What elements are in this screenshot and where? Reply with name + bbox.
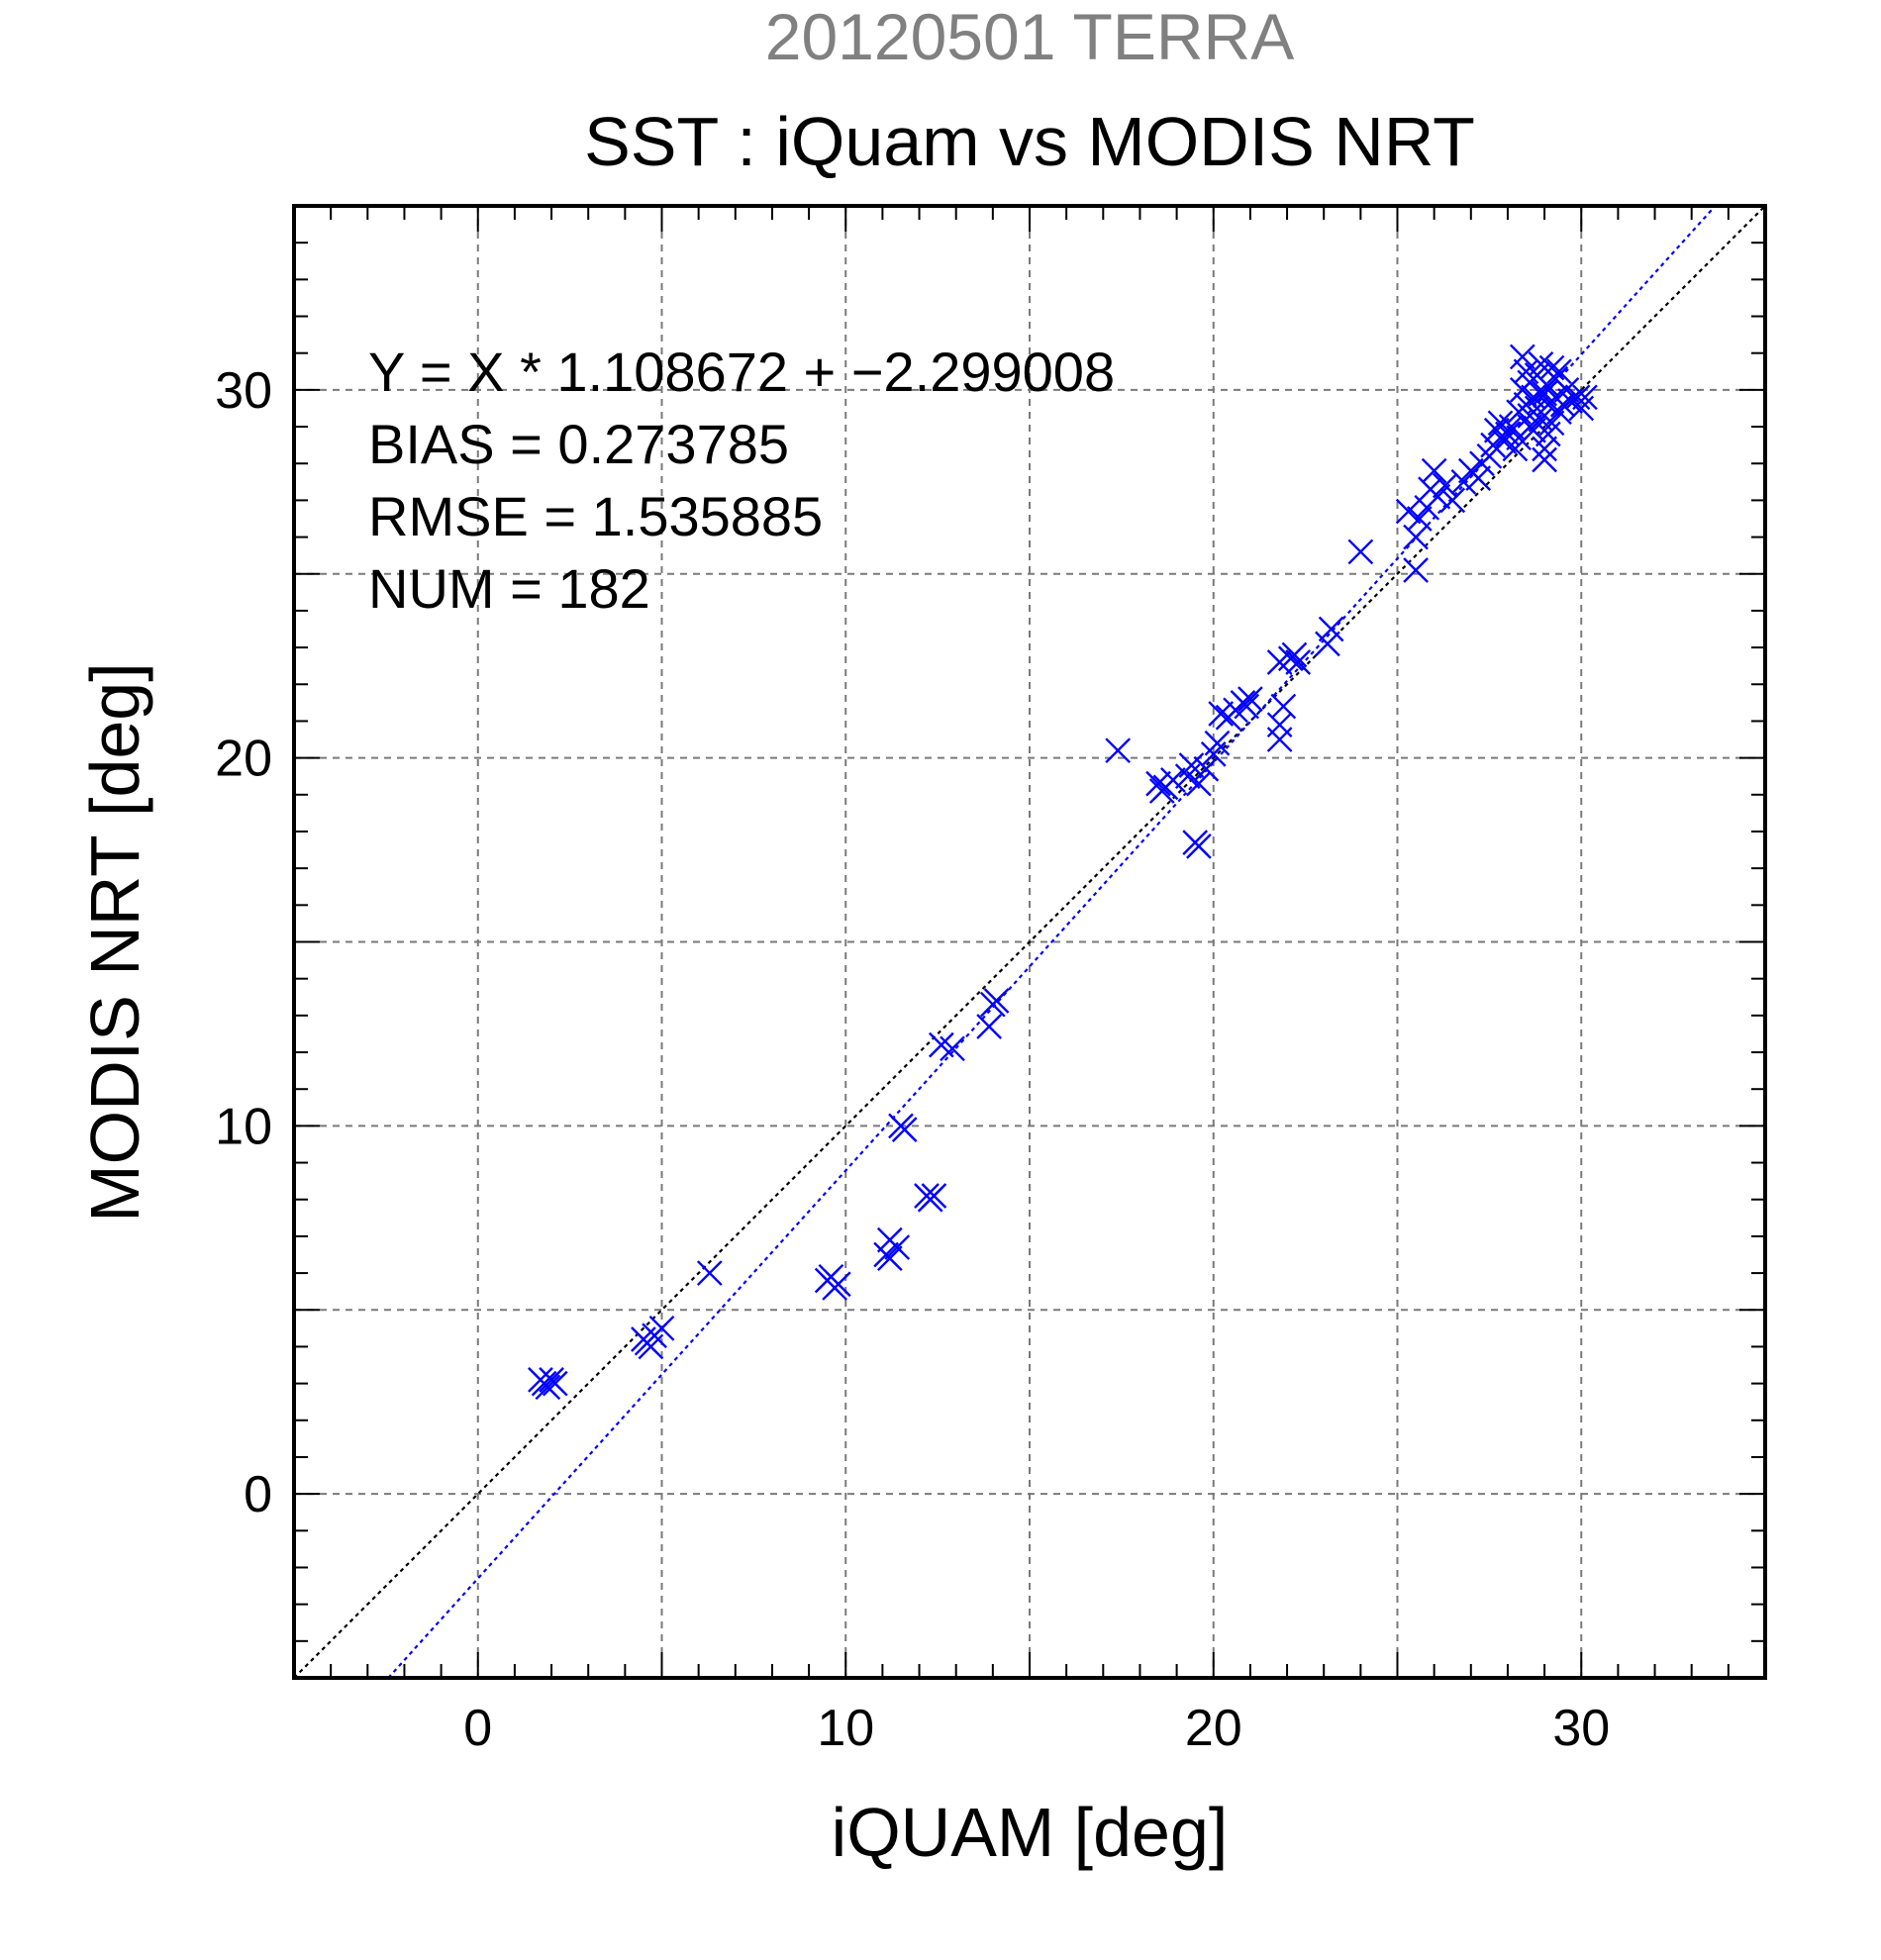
grid <box>294 206 1765 1678</box>
data-point <box>1403 524 1429 550</box>
data-point <box>1425 483 1451 510</box>
data-point <box>1234 693 1260 720</box>
x-tick-label: 0 <box>463 1700 492 1757</box>
data-point <box>1270 693 1297 720</box>
data-point <box>1532 446 1557 473</box>
data-point <box>1465 465 1492 491</box>
data-point <box>1421 457 1447 484</box>
annotation-rmse: RMSE = 1.535885 <box>368 485 823 547</box>
data-point <box>1148 778 1175 804</box>
x-tick-label: 30 <box>1552 1700 1610 1757</box>
data-point <box>1186 770 1212 797</box>
data-point <box>1186 833 1212 859</box>
plot-frame <box>292 204 1767 1680</box>
data-point <box>891 1117 918 1142</box>
data-point <box>884 1234 911 1260</box>
data-point <box>1557 388 1583 414</box>
data-point <box>1315 631 1340 657</box>
data-point <box>1105 737 1132 764</box>
data-point <box>696 1260 723 1286</box>
data-point <box>1406 506 1433 532</box>
data-point <box>1491 429 1518 454</box>
y-axis-label: MODIS NRT [deg] <box>76 662 153 1222</box>
data-point <box>1285 649 1312 675</box>
data-point <box>1145 770 1171 797</box>
data-point <box>1528 380 1554 407</box>
data-point <box>1266 712 1293 738</box>
data-point <box>1318 616 1344 642</box>
identity-line <box>293 205 1766 1679</box>
data-point <box>1238 686 1263 712</box>
data-point <box>542 1370 568 1397</box>
data-point <box>1395 498 1422 525</box>
x-tick-label: 10 <box>817 1700 874 1757</box>
data-point <box>1193 755 1220 782</box>
annotation-num: NUM = 182 <box>368 557 650 620</box>
regression-line <box>387 205 1717 1679</box>
data-point <box>1534 421 1561 447</box>
data-point <box>1178 752 1205 778</box>
data-point <box>1208 701 1235 727</box>
data-point <box>1532 436 1557 462</box>
data-point <box>535 1374 561 1401</box>
y-tick-label: 0 <box>244 1466 272 1523</box>
data-point <box>1266 727 1293 752</box>
x-tick-label: 20 <box>1185 1700 1242 1757</box>
data-point <box>976 1014 1002 1039</box>
annotation-regression: Y = X * 1.108672 + −2.299008 <box>368 341 1115 403</box>
y-tick-label: 20 <box>215 731 272 788</box>
data-point <box>1546 358 1572 385</box>
data-points <box>528 343 1598 1401</box>
data-point <box>1509 343 1535 370</box>
tick-labels: 0 10 20 30 0 10 20 30 <box>215 362 1610 1757</box>
data-point <box>876 1245 903 1272</box>
data-point <box>825 1271 851 1298</box>
chart-date-title: 20120501 TERRA <box>765 0 1294 73</box>
annotation-bias: BIAS = 0.273785 <box>368 413 789 475</box>
data-point <box>1281 641 1308 668</box>
x-axis-label: iQUAM [deg] <box>832 1794 1229 1871</box>
data-point <box>1347 539 1374 565</box>
y-tick-label: 30 <box>215 362 272 420</box>
data-point <box>917 1186 943 1213</box>
data-point <box>1403 557 1429 583</box>
data-point <box>1517 414 1543 440</box>
stats-annotations: Y = X * 1.108672 + −2.299008 BIAS = 0.27… <box>368 341 1115 620</box>
chart-title: SST : iQuam vs MODIS NRT <box>584 103 1475 180</box>
data-point <box>1439 487 1466 514</box>
data-point <box>1572 384 1598 411</box>
data-point <box>940 1035 965 1062</box>
y-tick-label: 10 <box>215 1098 272 1155</box>
data-point <box>648 1315 675 1341</box>
data-point <box>1513 391 1539 418</box>
data-point <box>983 988 1010 1014</box>
reference-lines <box>293 205 1766 1679</box>
data-point <box>1498 414 1525 440</box>
data-point <box>1204 730 1231 756</box>
